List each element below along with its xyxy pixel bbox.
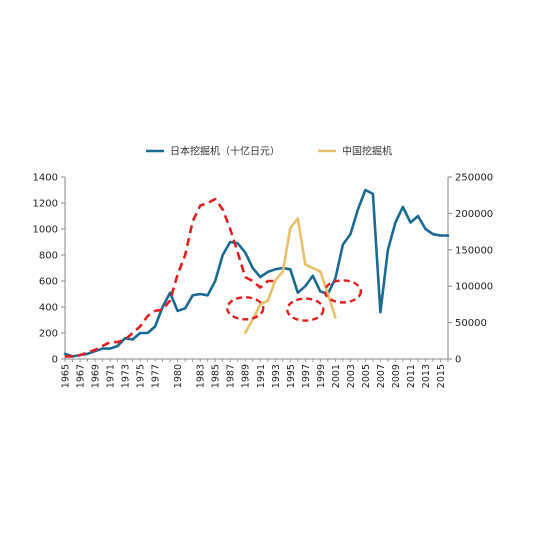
legend-label-1: 中国挖掘机 (342, 145, 392, 158)
y-right-tick-label: 150000 (455, 245, 493, 256)
y-left-tick-label: 400 (39, 303, 58, 314)
x-tick-label: 2011 (406, 364, 417, 388)
x-tick-label: 1969 (91, 364, 102, 388)
x-tick-label: 1993 (271, 364, 282, 388)
y-right-tick-label: 50000 (455, 318, 487, 329)
y-left-tick-label: 200 (39, 329, 58, 340)
annotation-ellipse-1 (286, 297, 325, 322)
x-tick-label: 2001 (331, 364, 342, 388)
x-tick-label: 1999 (316, 364, 327, 388)
series-layer (63, 188, 450, 358)
x-tick-label: 1977 (151, 364, 162, 388)
x-tick-label: 1995 (286, 364, 297, 388)
x-tick-label: 2005 (361, 364, 372, 388)
x-tick-label: 1983 (196, 364, 207, 388)
y-right-tick-label: 200000 (455, 209, 493, 220)
x-tick-label: 2013 (421, 364, 432, 388)
y-right-tick-label: 250000 (455, 173, 493, 184)
y-right-tick-label: 0 (455, 355, 461, 366)
annotations-layer (226, 279, 363, 322)
annotation-ellipse-2 (323, 279, 363, 304)
y-left-tick-label: 1400 (33, 173, 58, 184)
x-tick-label: 2003 (346, 364, 357, 388)
x-tick-label: 2007 (376, 364, 387, 388)
legend-label-0: 日本挖掘机（十亿日元） (170, 145, 280, 158)
x-tick-label: 1975 (136, 364, 147, 388)
series-line-0 (63, 188, 450, 358)
x-tick-label: 1991 (256, 364, 267, 388)
x-tick-label: 1989 (241, 364, 252, 388)
x-tick-label: 1973 (121, 364, 132, 388)
y-left-tick-label: 1000 (33, 225, 58, 236)
y-left-tick-label: 0 (52, 355, 58, 366)
series-line-2 (65, 197, 276, 358)
x-tick-label: 1987 (226, 364, 237, 388)
x-tick-label: 1965 (61, 364, 72, 388)
x-tick-label: 1967 (76, 364, 87, 388)
y-left-tick-label: 800 (39, 251, 58, 262)
legend: 日本挖掘机（十亿日元） 中国挖掘机 (146, 145, 392, 158)
x-tick-label: 1971 (106, 364, 117, 388)
x-tick-label: 2015 (436, 364, 447, 388)
y-left-tick-label: 1200 (33, 199, 58, 210)
x-tick-label: 1980 (173, 364, 184, 388)
annotation-ellipse-0 (226, 296, 265, 321)
x-tick-label: 1985 (211, 364, 222, 388)
axes: 0 200 400 600 800 1000 1200 1400 0 50000 100000 150… (33, 173, 494, 389)
y-right-tick-label: 100000 (455, 282, 493, 293)
x-tick-label: 1997 (301, 364, 312, 388)
series-line-1 (243, 217, 337, 335)
y-left-tick-label: 600 (39, 277, 58, 288)
x-tick-label: 2009 (391, 364, 402, 388)
